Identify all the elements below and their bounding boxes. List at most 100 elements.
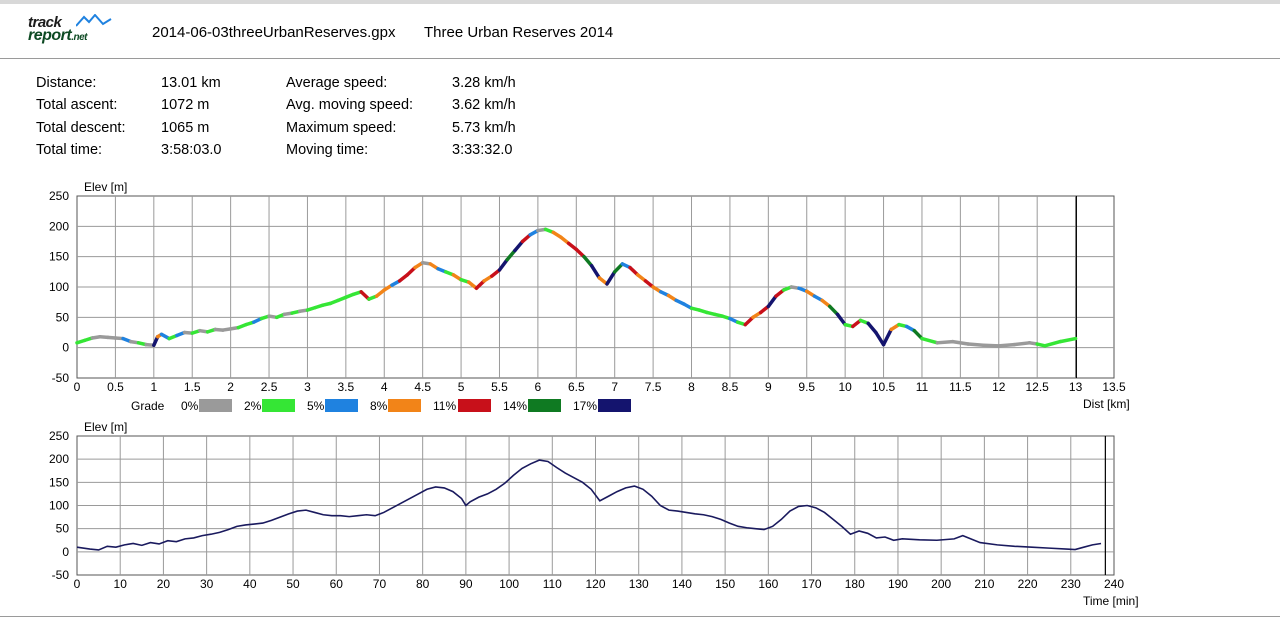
y-tick-label: 50 — [56, 310, 70, 324]
x-tick-label: 20 — [157, 577, 171, 591]
stat-label-moving-time: Moving time: — [286, 141, 369, 158]
x-tick-label: 2 — [227, 380, 234, 394]
x-tick-label: 9 — [765, 380, 772, 394]
trackreport-logo[interactable]: track report.net — [26, 14, 116, 48]
stat-label-avg-moving-speed: Avg. moving speed: — [286, 97, 414, 114]
stat-label-total-time: Total time: — [36, 141, 103, 158]
legend-label: 2% — [244, 399, 262, 413]
legend-swatch — [262, 399, 295, 412]
y-tick-label: -50 — [52, 371, 70, 385]
elevation-time-line — [76, 459, 1102, 551]
elevation-segment — [920, 336, 940, 345]
stat-label-distance: Distance: — [36, 75, 97, 91]
stat-label-total-descent: Total descent: — [36, 119, 126, 136]
x-tick-label: 170 — [802, 577, 822, 591]
y-tick-label: 100 — [49, 499, 69, 513]
stat-value-total-time: 3:58:03.0 — [161, 141, 222, 158]
y-tick-label: 0 — [62, 341, 69, 355]
stat-value-total-descent: 1065 m — [161, 119, 210, 136]
x-tick-label: 220 — [1018, 577, 1038, 591]
elevation-segment — [766, 294, 778, 309]
x-tick-label: 4.5 — [414, 380, 431, 394]
logo-text-main: report.net — [28, 27, 88, 45]
legend-title: Grade — [131, 399, 165, 413]
x-tick-label: 0 — [74, 577, 81, 591]
x-tick-label: 13.5 — [1102, 380, 1126, 394]
elevation-segment — [505, 248, 517, 262]
stat-value-average-speed: 3.28 km/h — [452, 75, 516, 91]
x-tick-label: 5.5 — [491, 380, 508, 394]
elevation-segment — [912, 328, 924, 341]
x-axis-label: Time [min] — [1083, 594, 1139, 608]
elevation-segment — [835, 312, 847, 327]
x-tick-label: 8 — [688, 380, 695, 394]
x-tick-label: 60 — [330, 577, 344, 591]
elevation-segment — [612, 262, 625, 274]
elevation-segment — [950, 339, 970, 346]
x-tick-label: 120 — [585, 577, 605, 591]
elevation-segment — [1058, 336, 1078, 344]
x-tick-label: 4 — [381, 380, 388, 394]
x-tick-label: 130 — [629, 577, 649, 591]
legend-swatch — [388, 399, 421, 412]
x-tick-label: 50 — [286, 577, 300, 591]
x-tick-label: 10.5 — [872, 380, 896, 394]
x-tick-label: 80 — [416, 577, 430, 591]
stats-left-values: 13.01 km 1072 m 1065 m 3:58:03.0 — [161, 72, 221, 161]
y-tick-label: 200 — [49, 219, 69, 233]
x-tick-label: 10 — [114, 577, 128, 591]
stat-value-moving-time: 3:33:32.0 — [452, 141, 513, 158]
y-tick-label: 150 — [49, 475, 69, 489]
legend-label: 14% — [503, 399, 527, 413]
x-tick-label: 100 — [499, 577, 519, 591]
stat-label-total-ascent: Total ascent: — [36, 97, 118, 114]
legend-label: 17% — [573, 399, 597, 413]
x-tick-label: 200 — [931, 577, 951, 591]
y-tick-label: 200 — [49, 452, 69, 466]
elevation-segment — [513, 239, 525, 253]
elevation-segment — [935, 339, 955, 345]
elevation-segment — [881, 327, 893, 347]
elevation-segment — [628, 265, 640, 277]
logo-suffix: .net — [71, 32, 88, 43]
x-tick-label: 190 — [888, 577, 908, 591]
stats-right-values: 3.28 km/h 3.62 km/h 5.73 km/h 3:33:32.0 — [452, 72, 516, 161]
y-tick-label: 0 — [62, 545, 69, 559]
elevation-segment — [405, 265, 417, 277]
x-tick-label: 180 — [845, 577, 865, 591]
x-tick-label: 13 — [1069, 380, 1083, 394]
x-tick-label: 110 — [543, 577, 562, 591]
x-tick-label: 5 — [458, 380, 465, 394]
legend-label: 11% — [433, 399, 456, 413]
stat-label-maximum-speed: Maximum speed: — [286, 119, 397, 136]
bottom-divider — [0, 616, 1280, 617]
y-axis-label: Elev [m] — [84, 420, 127, 434]
elevation-segment — [574, 247, 586, 259]
x-tick-label: 150 — [715, 577, 735, 591]
elevation-segment — [605, 270, 617, 286]
x-tick-label: 9.5 — [798, 380, 815, 394]
logo-main: report — [28, 27, 72, 44]
stat-value-maximum-speed: 5.73 km/h — [452, 119, 516, 136]
logo-text-top: track — [28, 14, 62, 31]
legend-swatch — [458, 399, 491, 412]
x-tick-label: 90 — [459, 577, 473, 591]
elevation-segment — [589, 264, 602, 280]
elevation-segment — [866, 321, 878, 335]
x-tick-label: 1.5 — [184, 380, 201, 394]
legend-label: 8% — [370, 399, 388, 413]
legend-swatch — [199, 399, 232, 412]
x-tick-label: 30 — [200, 577, 214, 591]
x-tick-label: 70 — [373, 577, 387, 591]
elevation-segment — [1012, 341, 1032, 347]
x-tick-label: 140 — [672, 577, 692, 591]
y-tick-label: 250 — [49, 429, 69, 443]
elevation-segment — [497, 257, 509, 272]
stat-label-average-speed: Average speed: — [286, 75, 388, 91]
track-name: Three Urban Reserves 2014 — [424, 24, 614, 41]
x-tick-label: 210 — [974, 577, 994, 591]
x-tick-label: 160 — [758, 577, 778, 591]
x-tick-label: 3 — [304, 380, 311, 394]
x-tick-label: 11 — [916, 380, 929, 394]
